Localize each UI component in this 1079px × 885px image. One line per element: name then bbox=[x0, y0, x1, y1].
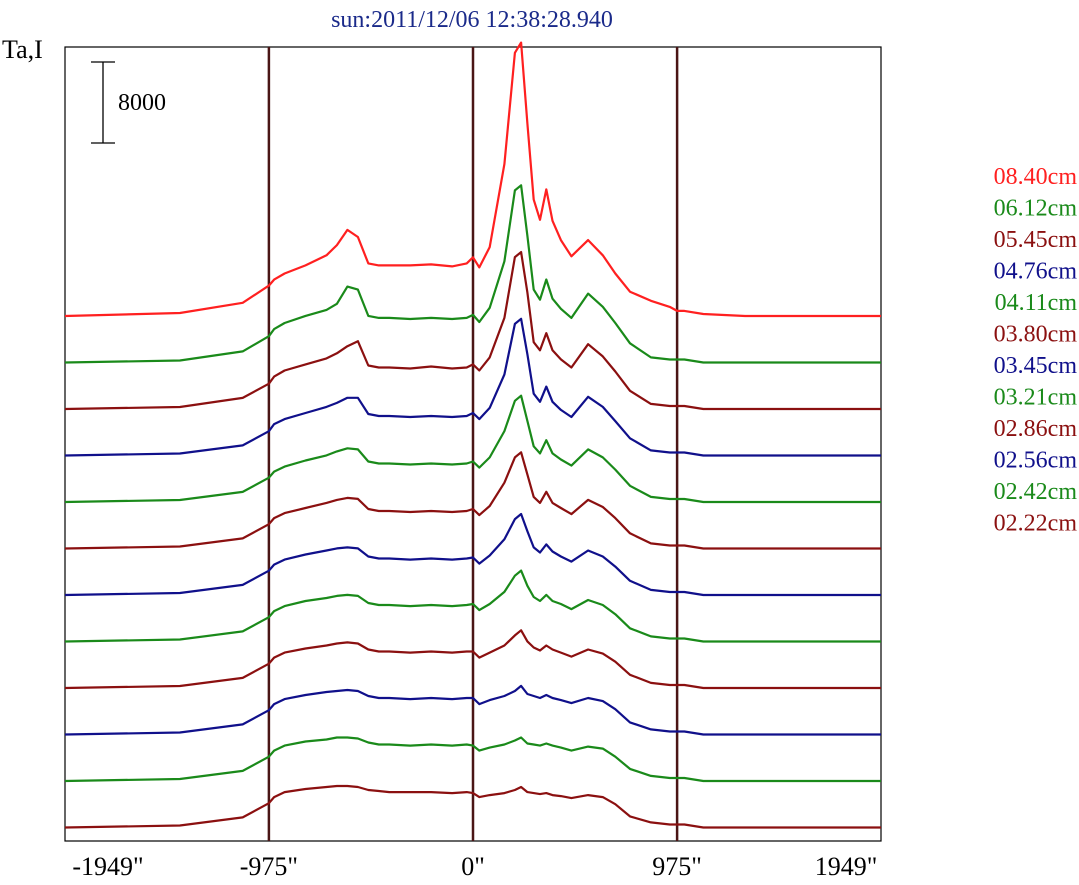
series-line-02.56cm bbox=[64, 684, 881, 736]
series-line-02.42cm bbox=[64, 736, 881, 783]
legend-item-03.45cm: 03.45cm bbox=[994, 353, 1078, 379]
series-line-02.86cm bbox=[64, 629, 881, 690]
legend-item-04.76cm: 04.76cm bbox=[994, 259, 1078, 285]
limb-lines bbox=[267, 47, 679, 841]
x-tick-label-3: 975" bbox=[652, 852, 702, 881]
legend-item-02.22cm: 02.22cm bbox=[994, 511, 1078, 537]
y-axis-label: Ta,I bbox=[2, 35, 43, 64]
series-line-08.40cm bbox=[64, 41, 881, 318]
legend-item-05.45cm: 05.45cm bbox=[994, 227, 1078, 253]
x-tick-label-2: 0" bbox=[461, 852, 485, 881]
series-line-06.12cm bbox=[64, 184, 881, 364]
series-line-04.76cm bbox=[64, 317, 881, 457]
series-line-04.11cm bbox=[64, 394, 881, 504]
legend-item-08.40cm: 08.40cm bbox=[994, 164, 1078, 190]
series-lines bbox=[64, 41, 881, 829]
legend-item-02.86cm: 02.86cm bbox=[994, 416, 1078, 442]
legend-item-03.21cm: 03.21cm bbox=[994, 385, 1078, 411]
series-line-02.22cm bbox=[64, 784, 881, 829]
legend-item-02.42cm: 02.42cm bbox=[994, 479, 1078, 505]
x-tick-label-0: -1949" bbox=[72, 852, 143, 881]
x-tick-label-1: -975" bbox=[240, 852, 298, 881]
series-line-05.45cm bbox=[64, 251, 881, 411]
scale-bar-label: 8000 bbox=[118, 90, 166, 116]
legend: 08.40cm 06.12cm 05.45cm 04.76cm 04.11cm 03.80… bbox=[994, 164, 1078, 537]
legend-item-04.11cm: 04.11cm bbox=[995, 290, 1078, 316]
legend-item-03.80cm: 03.80cm bbox=[994, 322, 1078, 348]
series-line-03.80cm bbox=[64, 451, 881, 550]
x-tick-label-4: 1949" bbox=[815, 852, 878, 881]
scale-bar: 8000 bbox=[91, 61, 166, 144]
x-tick-labels: -1949" -975" 0" 975" 1949" bbox=[72, 852, 877, 881]
series-line-03.21cm bbox=[64, 569, 881, 643]
legend-item-06.12cm: 06.12cm bbox=[994, 196, 1078, 222]
chart-title: sun:2011/12/06 12:38:28.940 bbox=[331, 7, 613, 33]
series-line-03.45cm bbox=[64, 512, 881, 597]
legend-item-02.56cm: 02.56cm bbox=[994, 448, 1078, 474]
